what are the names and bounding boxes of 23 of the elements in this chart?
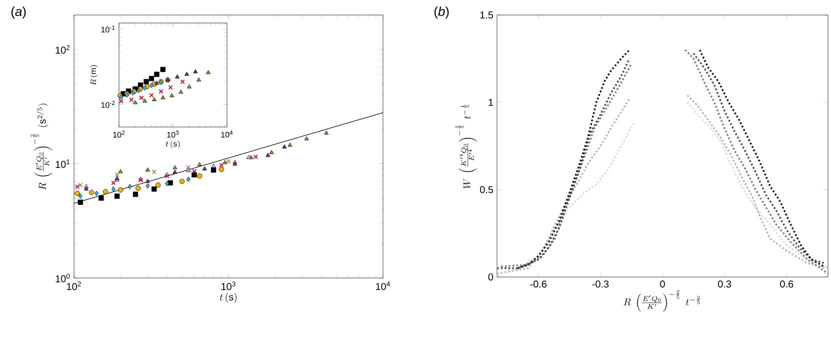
y-tick-label: 1 — [488, 98, 494, 106]
x-tick-label: 10$^{4}$ — [376, 282, 390, 290]
x-tick-label: 10$^{2}$ — [67, 282, 81, 290]
chart-title: (a) — [11, 6, 26, 19]
y-axis-title: $R\,(\mathrm{m})$ — [90, 65, 98, 86]
x-axis-title: $t\,(\mathrm{s})$ — [220, 292, 236, 303]
chart-title: (b) — [434, 6, 449, 19]
y-tick-label: 0 — [488, 273, 494, 281]
x-tick-label: 0 — [660, 280, 665, 288]
y-axis-title: $R\;\left(\frac{E'Q_0}{K'}\right)^{-\frac{2}{5}}\;(\mathrm{s}^{2/5})$ — [30, 104, 52, 190]
x-axis-title: $t\,(\mathrm{s})$ — [166, 140, 180, 148]
x-tick-label: 10$^{3}$ — [222, 282, 236, 290]
y-tick-label: 0.5 — [480, 186, 494, 194]
y-tick-label: 10$^{0}$ — [56, 274, 70, 282]
y-tick-label: 10$^{1}$ — [56, 159, 70, 168]
x-tick-label: 0.3 — [718, 280, 732, 288]
y-tick-label: 10$^{2}$ — [56, 45, 70, 54]
x-tick-label: -0.6 — [530, 280, 547, 288]
y-tick-label: 1.5 — [480, 12, 494, 18]
x-tick-label: -0.3 — [592, 280, 609, 288]
x-tick-label: 0.6 — [780, 280, 794, 288]
x-axis-title: $R\;\left(\frac{E'Q_0}{K'}\right)^{-\frac{2}{5}}\;t^{-\frac{2}{5}}$ — [624, 290, 700, 312]
y-axis-title: $W\;\left(\frac{K'^4Q_0}{E'^4}\right)^{-\frac{1}{5}}\;t^{-\frac{1}{5}}$ — [455, 104, 477, 188]
